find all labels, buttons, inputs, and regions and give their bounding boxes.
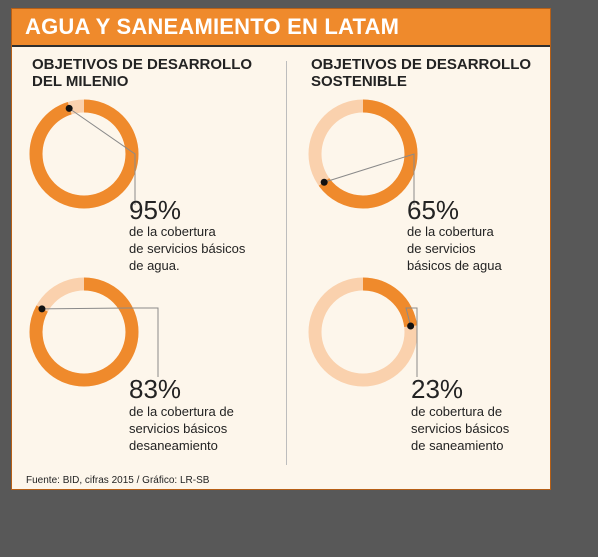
leader-line [41,307,159,377]
leader-line [324,153,415,205]
leader-dot [65,104,73,112]
donut-slice-value [29,99,139,209]
column-title-line: SOSTENIBLE [311,73,407,90]
description-line: desaneamiento [129,438,218,453]
value-label-23: 23% [411,374,464,404]
description-line: de la cobertura [407,224,494,239]
description-line: de saneamiento [411,438,504,453]
description-line: servicios básicos [129,421,228,436]
value-label-65: 65% [407,195,460,225]
column-title-line: OBJETIVOS DE DESARROLLO [32,56,253,73]
donut-charts [29,99,418,387]
donut-slice-value [308,277,418,387]
description-line: de cobertura de [411,404,503,419]
value-label-83: 83% [129,374,182,404]
column-title-milenio: OBJETIVOS DE DESARROLLO DEL MILENIO [32,56,252,90]
donut-slice-value [29,277,139,387]
column-divider [286,61,287,465]
donut-slice-value [308,99,418,209]
description-agua-milenio: de la cobertura de servicios básicos de … [129,223,245,274]
header-bar: AGUA Y SANEAMIENTO EN LATAM [12,9,550,47]
column-title-line: DEL MILENIO [32,73,129,90]
description-agua-sostenible: de la cobertura de servicios básicos de … [407,223,502,274]
description-line: de agua. [129,258,180,273]
leader-dot [407,322,415,330]
column-title-line: OBJETIVOS DE DESARROLLO [311,56,532,73]
source-credit: Fuente: BID, cifras 2015 / Gráfico: LR-S… [26,475,210,486]
leader-dot [320,178,328,186]
page-title: AGUA Y SANEAMIENTO EN LATAM [25,14,400,39]
description-line: de servicios [407,241,476,256]
leader-dot [38,305,46,313]
description-saneamiento-sostenible: de cobertura de servicios básicos de san… [411,403,509,454]
description-line: servicios básicos [411,421,510,436]
description-line: básicos de agua [407,258,502,273]
leader-line [68,107,136,205]
description-line: de la cobertura [129,224,216,239]
infographic-card: AGUA Y SANEAMIENTO EN LATAM OBJETIVOS DE… [11,8,551,490]
description-line: de servicios básicos [129,241,246,256]
description-saneamiento-milenio: de la cobertura de servicios básicos des… [129,403,234,454]
value-label-95: 95% [129,195,182,225]
description-line: de la cobertura de [129,404,234,419]
leader-line [405,307,418,377]
column-title-sostenible: OBJETIVOS DE DESARROLLO SOSTENIBLE [311,56,531,90]
